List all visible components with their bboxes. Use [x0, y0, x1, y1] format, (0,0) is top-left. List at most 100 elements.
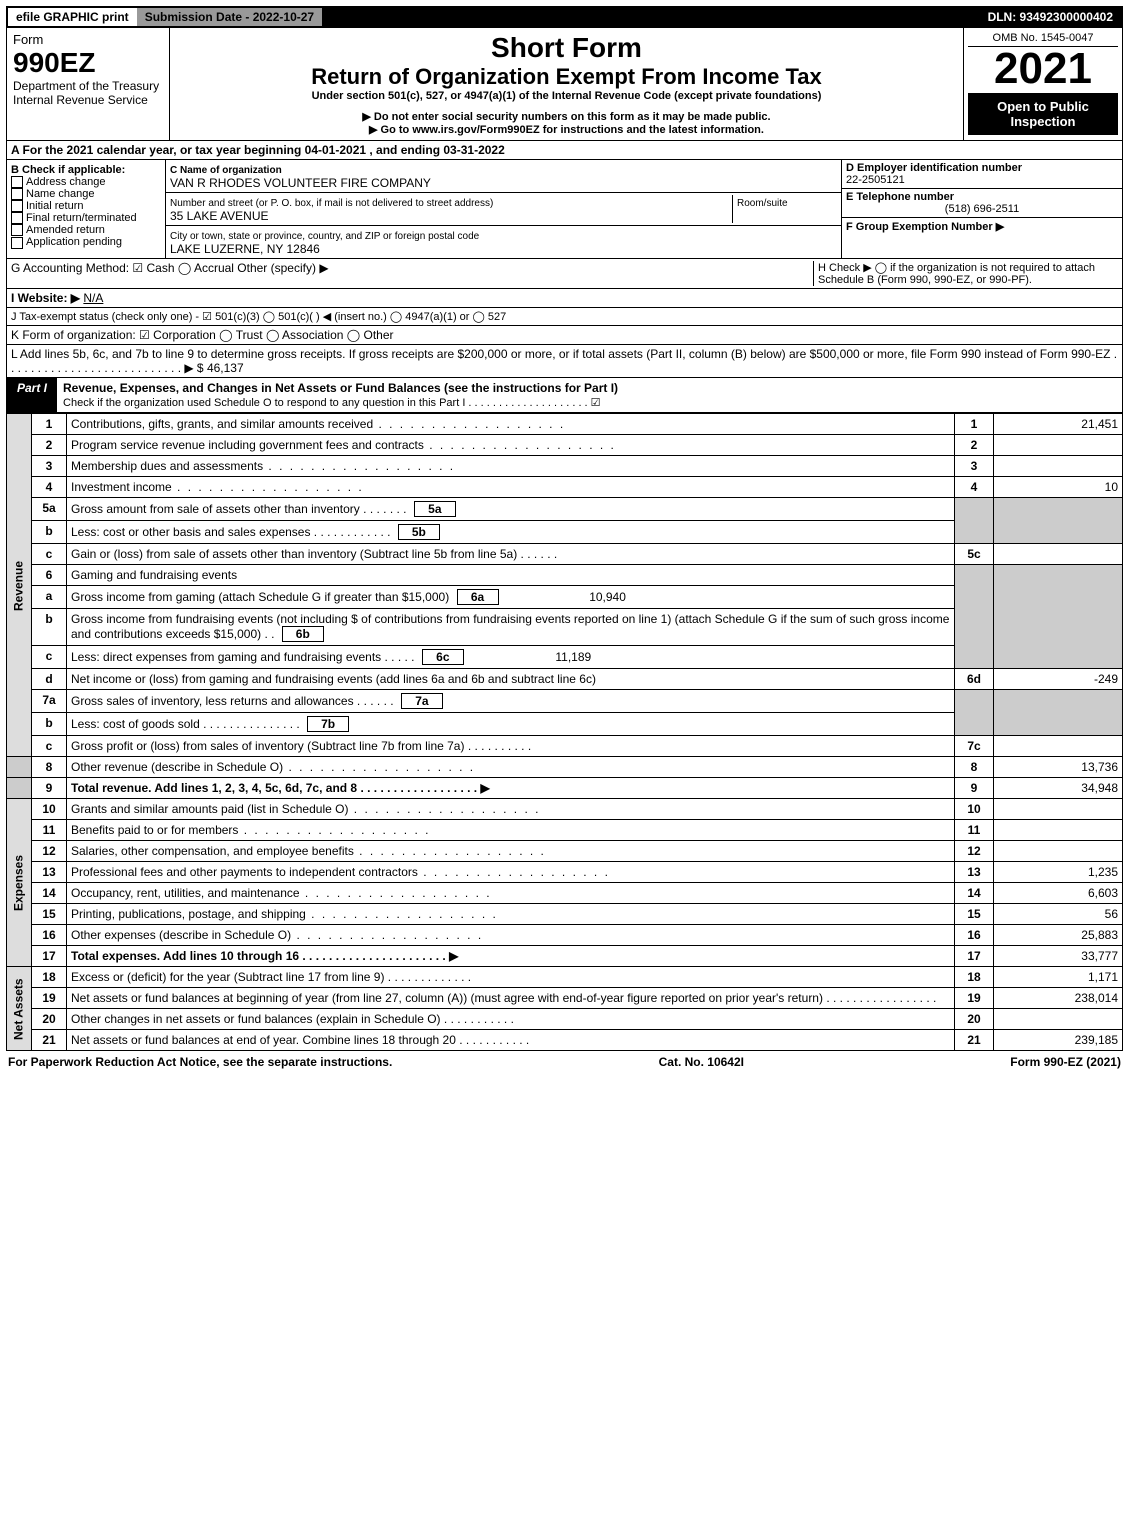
rev-blank2 [7, 778, 32, 799]
section-k: K Form of organization: ☑ Corporation ◯ … [6, 326, 1123, 345]
l9-num: 9 [32, 778, 67, 799]
l16-val: 25,883 [994, 925, 1123, 946]
line-11: 11 Benefits paid to or for members 11 [7, 820, 1123, 841]
l6d-val: -249 [994, 669, 1123, 690]
chk-application-pending[interactable]: Application pending [11, 236, 161, 248]
line-7a: 7a Gross sales of inventory, less return… [7, 690, 1123, 713]
l5c-val [994, 544, 1123, 565]
l1-desc: Contributions, gifts, grants, and simila… [67, 414, 955, 435]
efile-label: efile GRAPHIC print [8, 8, 137, 26]
top-bar: efile GRAPHIC print Submission Date - 20… [6, 6, 1123, 28]
chk-amended-return[interactable]: Amended return [11, 224, 161, 236]
l17-val: 33,777 [994, 946, 1123, 967]
line-21: 21 Net assets or fund balances at end of… [7, 1030, 1123, 1051]
part-1-title: Revenue, Expenses, and Changes in Net As… [57, 378, 1122, 412]
l19-box: 19 [955, 988, 994, 1009]
note-ssn: ▶ Do not enter social security numbers o… [176, 110, 957, 123]
section-c: C Name of organization VAN R RHODES VOLU… [166, 160, 841, 258]
l19-desc: Net assets or fund balances at beginning… [67, 988, 955, 1009]
l6a-desc: Gross income from gaming (attach Schedul… [67, 586, 955, 609]
l1-val: 21,451 [994, 414, 1123, 435]
name-change-label: Name change [26, 188, 95, 200]
line-9: 9 Total revenue. Add lines 1, 2, 3, 4, 5… [7, 778, 1123, 799]
l19-num: 19 [32, 988, 67, 1009]
section-i: I Website: ▶ N/A [6, 289, 1123, 308]
part-1-title-text: Revenue, Expenses, and Changes in Net As… [63, 381, 618, 395]
part-1-header: Part I Revenue, Expenses, and Changes in… [6, 378, 1123, 413]
l1-box: 1 [955, 414, 994, 435]
l20-val [994, 1009, 1123, 1030]
row-gh: G Accounting Method: ☑ Cash ◯ Accrual Ot… [6, 259, 1123, 289]
final-return-label: Final return/terminated [26, 212, 137, 224]
l18-val: 1,171 [994, 967, 1123, 988]
l5a-num: 5a [32, 498, 67, 521]
l7c-desc: Gross profit or (loss) from sales of inv… [67, 736, 955, 757]
l4-val: 10 [994, 477, 1123, 498]
l5a-desc: Gross amount from sale of assets other t… [67, 498, 955, 521]
l18-num: 18 [32, 967, 67, 988]
l5ab-shaded [955, 498, 994, 544]
section-j: J Tax-exempt status (check only one) - ☑… [6, 308, 1123, 326]
l13-num: 13 [32, 862, 67, 883]
main-header: Form 990EZ Department of the Treasury In… [6, 28, 1123, 141]
line-2: 2 Program service revenue including gove… [7, 435, 1123, 456]
street-row: Number and street (or P. O. box, if mail… [166, 193, 841, 226]
l19-val: 238,014 [994, 988, 1123, 1009]
chk-address-change[interactable]: Address change [11, 176, 161, 188]
line-12: 12 Salaries, other compensation, and emp… [7, 841, 1123, 862]
chk-initial-return[interactable]: Initial return [11, 200, 161, 212]
l3-val [994, 456, 1123, 477]
l2-desc: Program service revenue including govern… [67, 435, 955, 456]
section-g: G Accounting Method: ☑ Cash ◯ Accrual Ot… [11, 261, 813, 286]
l4-num: 4 [32, 477, 67, 498]
section-l-value: 46,137 [207, 361, 244, 375]
section-l-text: L Add lines 5b, 6c, and 7b to line 9 to … [11, 347, 1117, 375]
note-goto: ▶ Go to www.irs.gov/Form990EZ for instru… [176, 123, 957, 136]
initial-return-label: Initial return [26, 200, 83, 212]
l5b-num: b [32, 521, 67, 544]
l21-box: 21 [955, 1030, 994, 1051]
ein-value: 22-2505121 [846, 174, 905, 186]
form-word: Form [13, 32, 163, 47]
l15-val: 56 [994, 904, 1123, 925]
lines-table: Revenue 1 Contributions, gifts, grants, … [6, 413, 1123, 1051]
l7ab-shaded-val [994, 690, 1123, 736]
dept-irs: Internal Revenue Service [13, 93, 163, 107]
l18-box: 18 [955, 967, 994, 988]
chk-final-return[interactable]: Final return/terminated [11, 212, 161, 224]
l6-shaded-val [994, 565, 1123, 669]
l14-box: 14 [955, 883, 994, 904]
city-cell: City or town, state or province, country… [166, 226, 841, 258]
l7a-num: 7a [32, 690, 67, 713]
phone-value: (518) 696-2511 [846, 203, 1118, 215]
org-name-cell: C Name of organization VAN R RHODES VOLU… [166, 160, 841, 193]
netassets-vertical-label: Net Assets [7, 967, 32, 1051]
l21-desc: Net assets or fund balances at end of ye… [67, 1030, 955, 1051]
header-center: Short Form Return of Organization Exempt… [170, 28, 963, 140]
return-title: Return of Organization Exempt From Incom… [176, 64, 957, 90]
l6c-desc: Less: direct expenses from gaming and fu… [67, 646, 955, 669]
l3-desc: Membership dues and assessments [67, 456, 955, 477]
l12-val [994, 841, 1123, 862]
top-spacer [322, 8, 979, 26]
short-form-title: Short Form [176, 32, 957, 64]
l20-desc: Other changes in net assets or fund bala… [67, 1009, 955, 1030]
section-e: E Telephone number (518) 696-2511 [842, 189, 1122, 218]
l20-box: 20 [955, 1009, 994, 1030]
l13-desc: Professional fees and other payments to … [67, 862, 955, 883]
info-grid: B Check if applicable: Address change Na… [6, 160, 1123, 259]
l16-desc: Other expenses (describe in Schedule O) [67, 925, 955, 946]
chk-name-change[interactable]: Name change [11, 188, 161, 200]
org-name: VAN R RHODES VOLUNTEER FIRE COMPANY [170, 176, 431, 190]
line-4: 4 Investment income 4 10 [7, 477, 1123, 498]
l2-val [994, 435, 1123, 456]
l13-box: 13 [955, 862, 994, 883]
rev-blank [7, 757, 32, 778]
l7a-desc: Gross sales of inventory, less returns a… [67, 690, 955, 713]
dept-treasury: Department of the Treasury [13, 79, 163, 93]
l4-box: 4 [955, 477, 994, 498]
section-b: B Check if applicable: Address change Na… [7, 160, 166, 258]
city-label: City or town, state or province, country… [170, 231, 479, 242]
l14-val: 6,603 [994, 883, 1123, 904]
phone-label: E Telephone number [846, 191, 954, 203]
